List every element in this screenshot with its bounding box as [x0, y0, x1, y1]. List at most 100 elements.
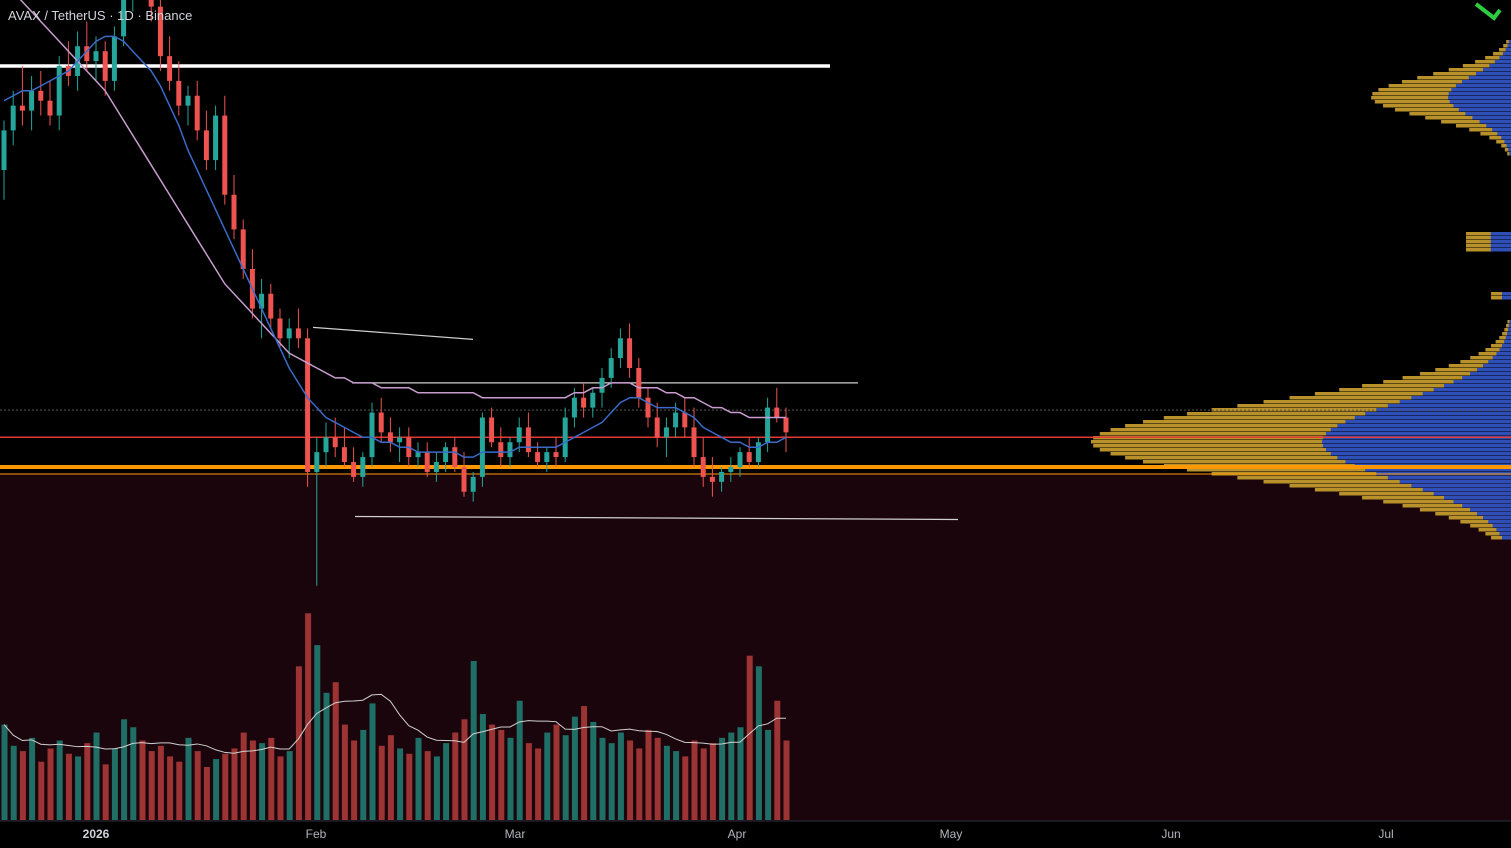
volume-profile-bar-blue — [1499, 56, 1511, 60]
candle-body — [691, 427, 697, 458]
volume-bar — [443, 743, 450, 820]
volume-profile-bar-blue — [1492, 356, 1511, 360]
volume-profile-bar-blue — [1506, 144, 1511, 148]
candle-body — [636, 368, 642, 398]
candle-body — [10, 105, 16, 131]
volume-bar — [700, 748, 707, 820]
volume-profile-bar — [1401, 80, 1511, 84]
candle-body — [737, 452, 743, 467]
candle-body — [728, 467, 734, 472]
separator: · — [105, 8, 118, 23]
volume-bar — [535, 748, 542, 820]
volume-bar — [38, 761, 45, 820]
candle-body — [709, 476, 715, 482]
candle-body — [1, 130, 7, 170]
volume-bar — [323, 692, 330, 820]
volume-bar — [213, 759, 220, 820]
candle-body — [259, 293, 265, 309]
candle-body — [369, 412, 375, 458]
corner-arrow-icon[interactable] — [1474, 2, 1502, 21]
volume-bar — [599, 737, 606, 820]
candle-body — [176, 80, 182, 106]
candle-body — [525, 427, 531, 453]
volume-bar — [387, 735, 394, 820]
candle-body — [719, 471, 725, 482]
volume-profile-bar — [1143, 420, 1511, 424]
volume-bar — [765, 729, 772, 820]
separator: / — [40, 8, 52, 23]
volume-ma-line — [3, 693, 786, 754]
volume-profile-bar-blue — [1476, 368, 1511, 372]
moving-averages — [3, 0, 787, 458]
candle-body — [29, 90, 35, 111]
volume-profile-bar-blue — [1496, 352, 1511, 356]
volume-profile-bar — [1491, 344, 1511, 348]
volume-profile-bar — [1093, 444, 1511, 448]
volume-profile-bar-blue — [1476, 512, 1511, 516]
volume-bar — [728, 732, 735, 820]
volume-profile-bar — [1383, 500, 1511, 504]
volume-profile-bar-blue — [1462, 504, 1511, 508]
volume-profile-bar-blue — [1490, 236, 1511, 240]
x-tick-label: Apr — [728, 827, 747, 841]
candle-body — [765, 407, 771, 443]
volume-profile-bar-blue — [1502, 344, 1511, 348]
candle-body — [663, 427, 669, 438]
volume-profile-bar — [1466, 236, 1511, 240]
candle-body — [231, 194, 237, 230]
volume-profile-bar — [1110, 428, 1511, 432]
volume-profile-bar-blue — [1501, 136, 1511, 140]
volume-profile-bar — [1478, 528, 1511, 532]
volume-bar — [737, 727, 744, 820]
volume-bar — [1, 724, 8, 820]
volume-profile-bar — [1501, 144, 1511, 148]
candle-body — [341, 447, 347, 463]
volume-profile-bar-blue — [1387, 476, 1511, 480]
volume-profile-bar-blue — [1453, 500, 1511, 504]
volume-profile-bar — [1263, 400, 1511, 404]
candle-body — [213, 115, 219, 161]
volume-profile-bar — [1466, 248, 1511, 252]
volume-profile-bar — [1499, 336, 1511, 340]
volume-bar — [590, 721, 597, 820]
volume-profile-bar-blue — [1509, 152, 1511, 156]
volume-profile-bar-blue — [1337, 424, 1511, 428]
volume-bar — [516, 700, 523, 820]
volume-profile-bar — [1186, 468, 1511, 472]
chart-title: AVAX / TetherUS · 1D · Binance — [8, 8, 192, 23]
volume-bar — [709, 743, 716, 820]
candle-body — [240, 229, 246, 269]
volume-bar — [608, 743, 615, 820]
candle-body — [38, 90, 44, 101]
volume-bar — [571, 716, 578, 820]
volume-bar — [470, 661, 477, 820]
volume-profile-bar — [1491, 292, 1511, 296]
candle-body — [305, 338, 311, 472]
volume-bar — [19, 751, 26, 820]
interval-label: 1D — [117, 8, 134, 23]
candle-body — [424, 452, 430, 472]
volume-profile-bar — [1362, 384, 1511, 388]
volume-bar — [305, 613, 312, 820]
volume-profile-bar — [1289, 484, 1511, 488]
candle-body — [351, 462, 357, 477]
volume-profile-bar-blue — [1496, 528, 1511, 532]
candle-body — [102, 51, 108, 81]
volume-profile-bar-blue — [1490, 244, 1511, 248]
volume-profile-bar-blue — [1504, 340, 1511, 344]
volume-profile-bar-blue — [1376, 408, 1511, 412]
volume-profile-bar-blue — [1508, 324, 1511, 328]
volume-profile-bar — [1448, 516, 1511, 520]
volume-profile-bar-blue — [1330, 428, 1511, 432]
volume-profile-bar-blue — [1509, 320, 1511, 324]
candle-body — [507, 442, 513, 458]
candle-body — [479, 417, 485, 477]
volume-profile-bar-blue — [1354, 416, 1511, 420]
volume-profile-bar — [1402, 376, 1511, 380]
volume-bar — [286, 751, 293, 820]
candle-body — [314, 452, 320, 472]
volume-bar — [498, 729, 505, 820]
volume-bar — [581, 706, 588, 820]
volume-bar — [240, 732, 247, 820]
